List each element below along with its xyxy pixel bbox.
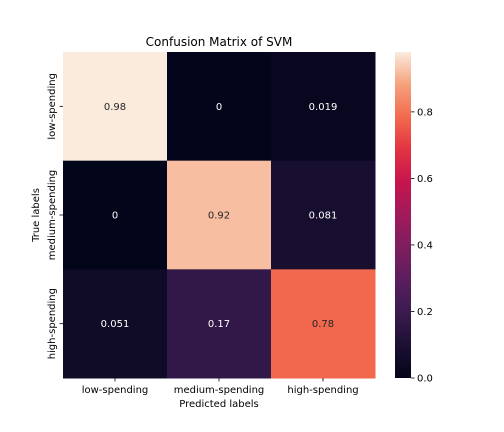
cell-value-label: 0.17 [208, 319, 230, 330]
x-tick-label: high-spending [287, 385, 358, 396]
y-axis-label: True labels [31, 188, 42, 243]
colorbar-tick-label: 0.4 [417, 240, 433, 251]
heatmap-cell [271, 269, 376, 379]
heatmap-cell [271, 52, 376, 162]
heatmap-cell [167, 269, 272, 379]
x-tick-label: low-spending [82, 385, 149, 396]
heatmap-cells [63, 52, 376, 379]
cell-value-label: 0 [216, 102, 222, 113]
cell-value-label: 0.019 [309, 102, 338, 113]
cell-value-label: 0.92 [208, 211, 230, 222]
colorbar-tick-label: 0.8 [417, 107, 433, 118]
heatmap-cell [167, 160, 272, 270]
heatmap-cell [63, 52, 168, 162]
cell-value-label: 0.98 [104, 102, 126, 113]
chart-title: Confusion Matrix of SVM [146, 35, 293, 49]
heatmap-cell [63, 160, 168, 270]
y-tick-label: high-spending [47, 288, 58, 359]
heatmap-cell [167, 52, 272, 162]
x-axis-label: Predicted labels [179, 399, 259, 410]
y-axis-ticks: low-spending medium-spending high-spending [47, 73, 63, 359]
colorbar [395, 52, 411, 378]
x-tick-label: medium-spending [174, 385, 265, 396]
y-tick-label: medium-spending [47, 170, 58, 261]
heatmap-cell [271, 160, 376, 270]
colorbar-ticks: 0.0 0.2 0.4 0.6 0.8 [411, 107, 433, 385]
colorbar-tick-label: 0.0 [417, 374, 433, 385]
heatmap-cell [63, 269, 168, 379]
cell-value-label: 0.78 [312, 319, 334, 330]
x-axis-ticks: low-spending medium-spending high-spending [82, 378, 359, 396]
cell-value-label: 0.081 [309, 211, 338, 222]
y-tick-label: low-spending [47, 73, 58, 140]
colorbar-tick-label: 0.2 [417, 307, 433, 318]
cell-value-label: 0 [112, 211, 118, 222]
cell-value-label: 0.051 [101, 319, 130, 330]
colorbar-tick-label: 0.6 [417, 174, 433, 185]
heatmap-cell-labels: 0.98 0 0.019 0 0.92 0.081 0.051 0.17 0.78 [101, 102, 338, 330]
